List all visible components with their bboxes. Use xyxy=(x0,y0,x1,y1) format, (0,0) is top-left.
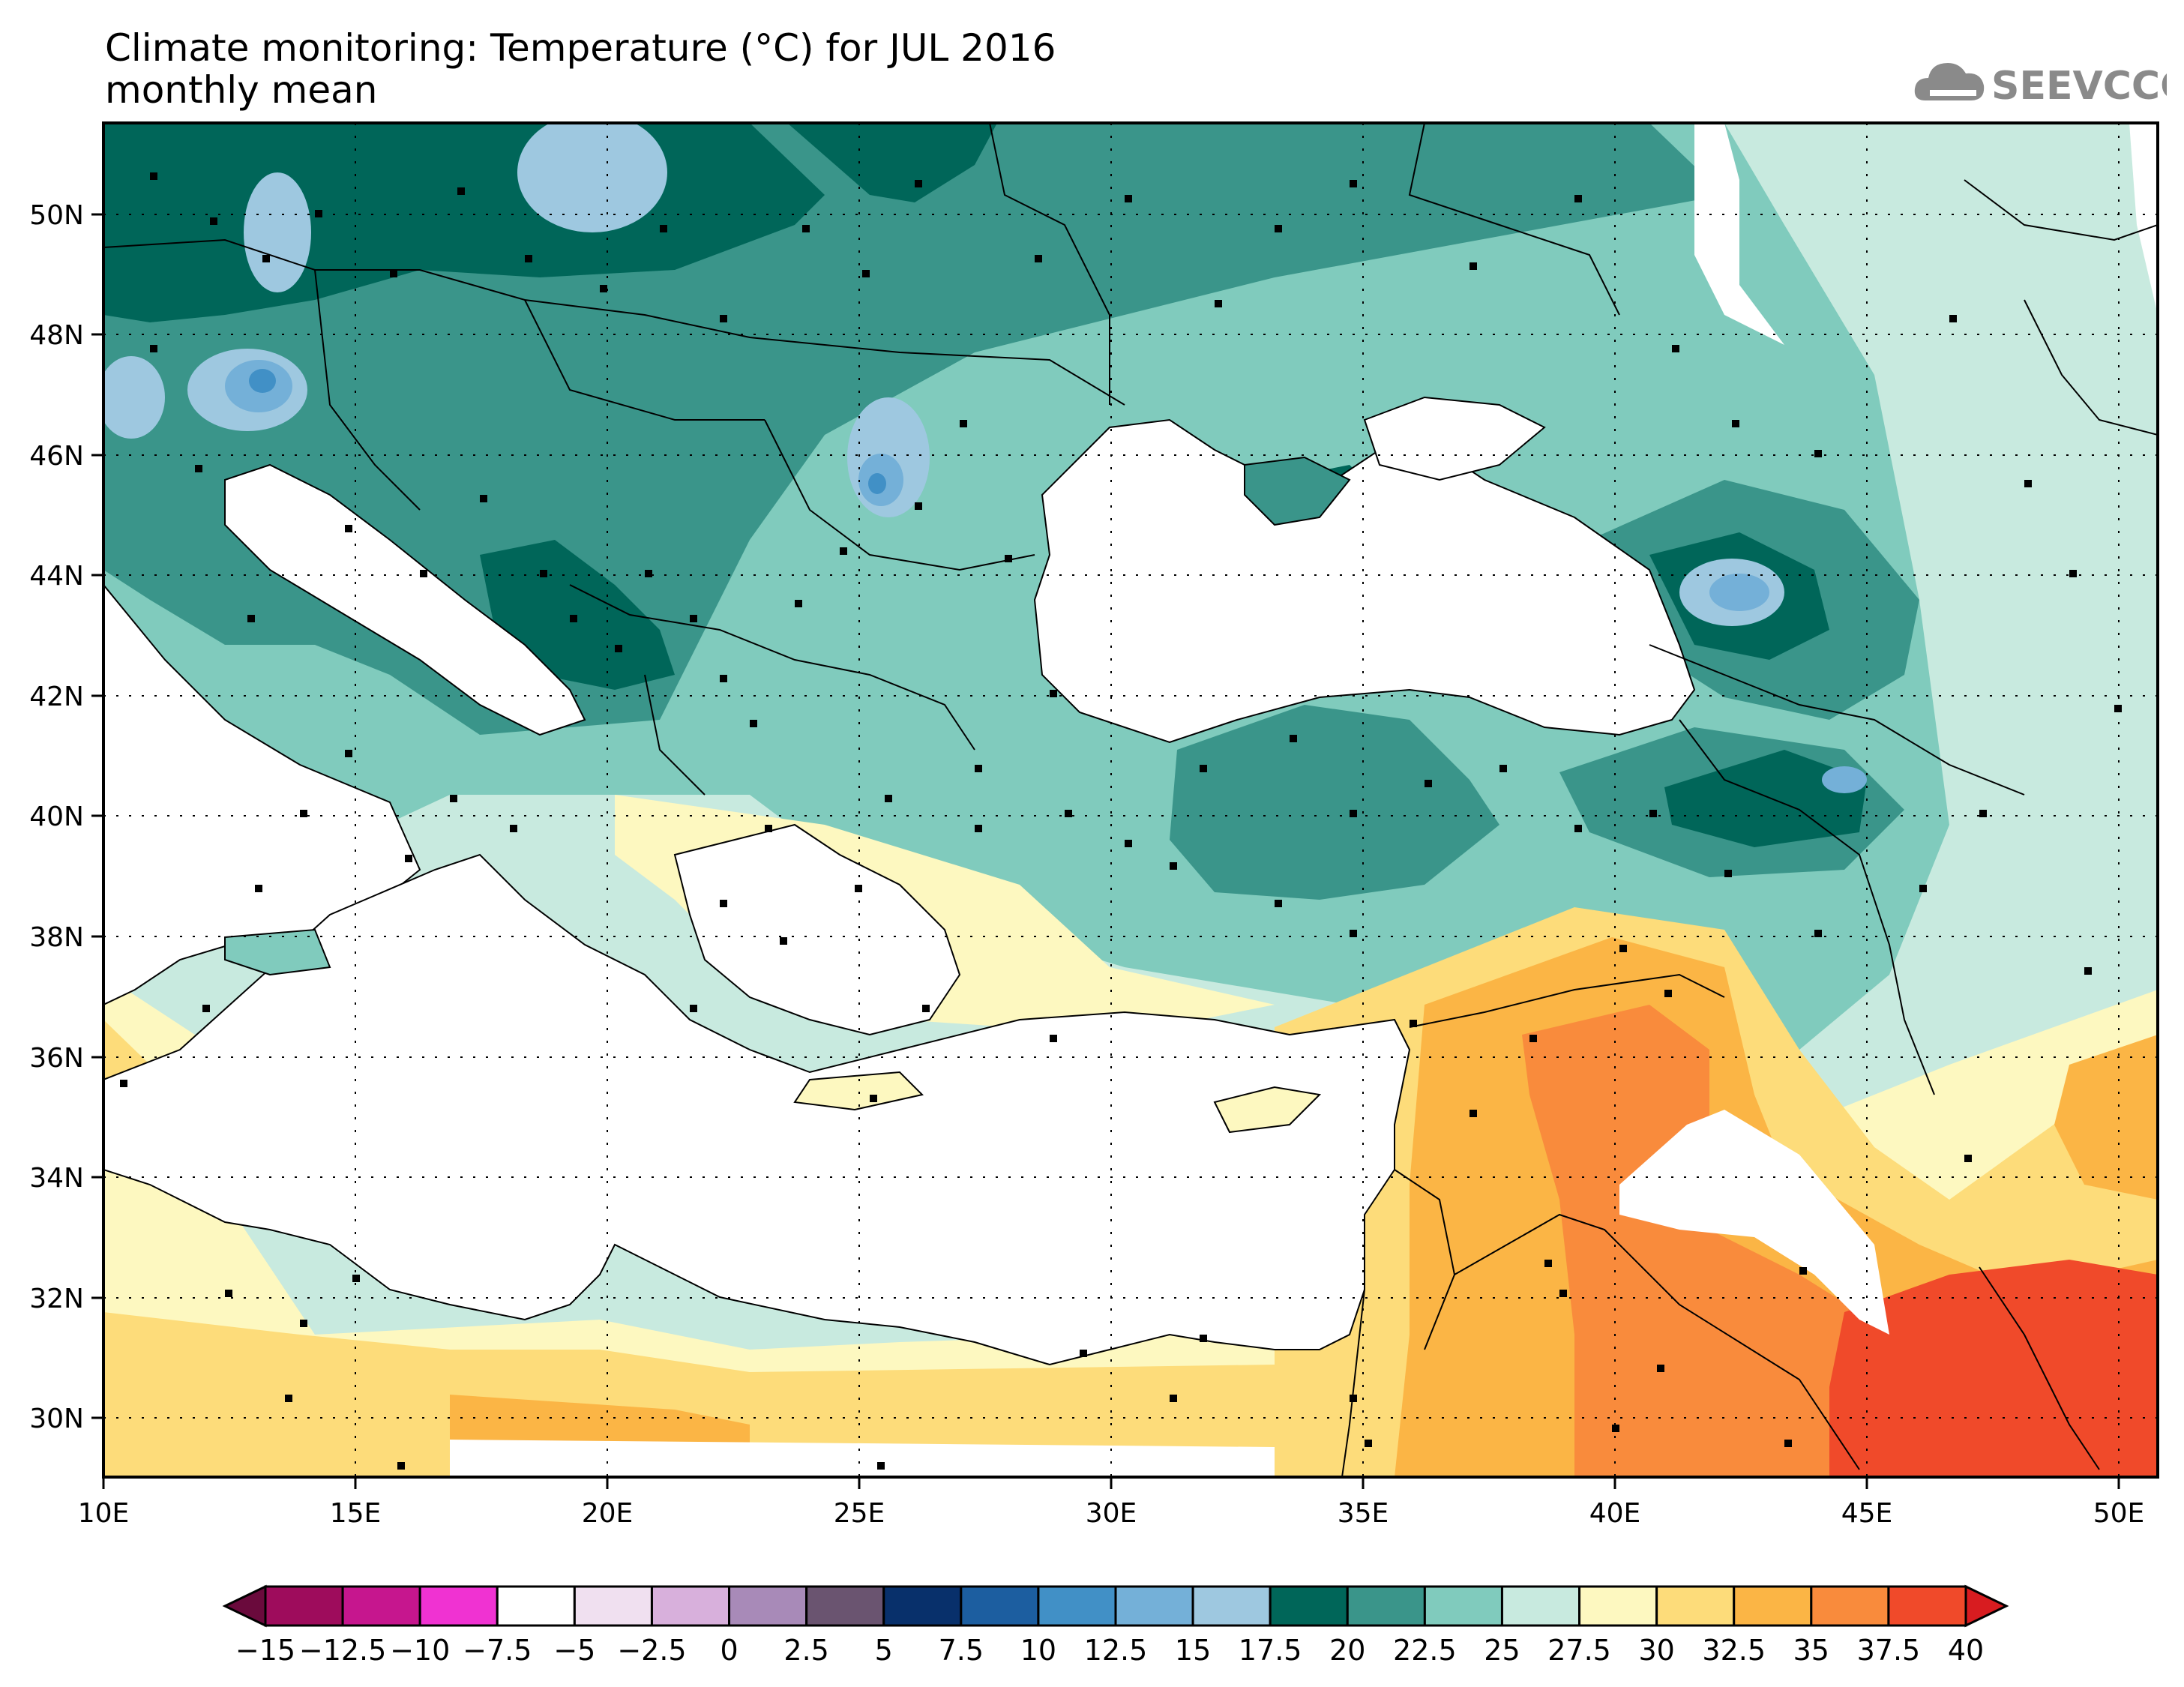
y-tick-label: 32N xyxy=(29,1284,84,1314)
x-tick-label: 10E xyxy=(78,1498,130,1529)
colorbar-swatch xyxy=(882,1585,963,1627)
y-tick-label: 40N xyxy=(29,802,84,832)
cyprus-island xyxy=(1213,1086,1322,1134)
station-markers xyxy=(120,172,2122,1470)
colorbar-swatch xyxy=(1578,1585,1658,1627)
colorbar-label: −7.5 xyxy=(463,1634,532,1667)
colorbar-swatch xyxy=(1346,1585,1426,1627)
x-tick-label: 40E xyxy=(1589,1498,1641,1529)
colorbar-label: 0 xyxy=(720,1634,738,1667)
x-tick-label: 35E xyxy=(1338,1498,1389,1529)
colorbar-label: −10 xyxy=(390,1634,450,1667)
colorbar-label: 17.5 xyxy=(1239,1634,1302,1667)
logo-text: SEEVCCC xyxy=(1991,64,2167,109)
colorbar-swatch xyxy=(496,1585,576,1627)
colorbar-label: 15 xyxy=(1175,1634,1211,1667)
colorbar-swatch xyxy=(1191,1585,1272,1627)
y-tick-label: 50N xyxy=(29,200,84,231)
map-subtitle: monthly mean xyxy=(105,68,378,112)
colorbar-swatch xyxy=(1887,1585,1967,1627)
plot-frame xyxy=(102,121,2159,1479)
colorbar-label: −15 xyxy=(235,1634,295,1667)
colorbar-label: 5 xyxy=(875,1634,893,1667)
colorbar-swatch xyxy=(573,1585,653,1627)
x-tick-label: 20E xyxy=(582,1498,634,1529)
colorbar-swatch xyxy=(805,1585,885,1627)
colorbar-swatch xyxy=(264,1585,344,1627)
x-tick-label: 25E xyxy=(834,1498,885,1529)
colorbar-swatch xyxy=(728,1585,808,1627)
temperature-field xyxy=(103,123,2158,1477)
colorbar-label: 32.5 xyxy=(1702,1634,1766,1667)
colorbar-swatch xyxy=(960,1585,1040,1627)
y-tick-label: 42N xyxy=(29,682,84,712)
colorbar-swatch xyxy=(1269,1585,1349,1627)
colorbar-swatch xyxy=(1810,1585,1890,1627)
colorbar-label: −5 xyxy=(553,1634,595,1667)
colorbar-swatch xyxy=(650,1585,731,1627)
sea-mask xyxy=(103,396,1696,1366)
colorbar-low-extend xyxy=(222,1584,267,1628)
colorbar-label: 10 xyxy=(1020,1634,1056,1667)
cloud-icon xyxy=(1914,63,1985,100)
gridlines xyxy=(103,123,2158,1477)
y-tick-label: 36N xyxy=(29,1043,84,1074)
colorbar-label: 20 xyxy=(1329,1634,1365,1667)
colorbar-label: 7.5 xyxy=(939,1634,984,1667)
map-title: Climate monitoring: Temperature (°C) for… xyxy=(105,26,1056,70)
x-tick-label: 30E xyxy=(1086,1498,1137,1529)
y-tick-label: 30N xyxy=(29,1404,84,1434)
x-tick-label: 50E xyxy=(2093,1498,2145,1529)
colorbar-swatch xyxy=(418,1585,499,1627)
colorbar-label: 27.5 xyxy=(1547,1634,1611,1667)
colorbar-swatch xyxy=(1114,1585,1194,1627)
colorbar-label: 35 xyxy=(1793,1634,1829,1667)
x-tick-label: 15E xyxy=(330,1498,382,1529)
colorbar-label: 30 xyxy=(1638,1634,1674,1667)
x-axis-labels: 10E 15E 20E 25E 30E 35E 40E 45E 50E xyxy=(78,1498,2145,1529)
y-axis-labels: 30N 32N 34N 36N 38N 40N 42N 44N 46N 48N … xyxy=(29,200,84,1434)
x-tick-label: 45E xyxy=(1841,1498,1893,1529)
sicily-island xyxy=(224,928,331,976)
colorbar-high-extend xyxy=(1964,1584,2009,1628)
colorbar-label: 2.5 xyxy=(783,1634,828,1667)
colorbar-label: 25 xyxy=(1484,1634,1520,1667)
colorbar-label: 22.5 xyxy=(1393,1634,1457,1667)
colorbar-swatch xyxy=(1500,1585,1581,1627)
y-tick-label: 44N xyxy=(29,561,84,592)
seevccc-logo: SEEVCCC xyxy=(1914,63,2167,109)
colorbar-label: 37.5 xyxy=(1857,1634,1921,1667)
colorbar: −15 −12.5 −10 −7.5 −5 −2.5 0 2.5 5 7.5 10 12.5 15 17.… xyxy=(222,1584,2009,1667)
colorbar-label: 12.5 xyxy=(1084,1634,1148,1667)
colorbar-label: −12.5 xyxy=(299,1634,386,1667)
colorbar-label: −2.5 xyxy=(617,1634,686,1667)
colorbar-swatch xyxy=(1655,1585,1736,1627)
y-tick-label: 48N xyxy=(29,320,84,351)
y-tick-label: 46N xyxy=(29,441,84,472)
colorbar-swatch xyxy=(1733,1585,1813,1627)
colorbar-swatch xyxy=(1037,1585,1117,1627)
colorbar-swatch xyxy=(1423,1585,1503,1627)
crimea xyxy=(1244,456,1351,526)
colorbar-label: 40 xyxy=(1948,1634,1984,1667)
tick-marks xyxy=(91,213,2120,1489)
crete-island xyxy=(793,1071,924,1111)
colorbar-swatch xyxy=(341,1585,421,1627)
y-tick-label: 34N xyxy=(29,1163,84,1194)
y-tick-label: 38N xyxy=(29,922,84,953)
